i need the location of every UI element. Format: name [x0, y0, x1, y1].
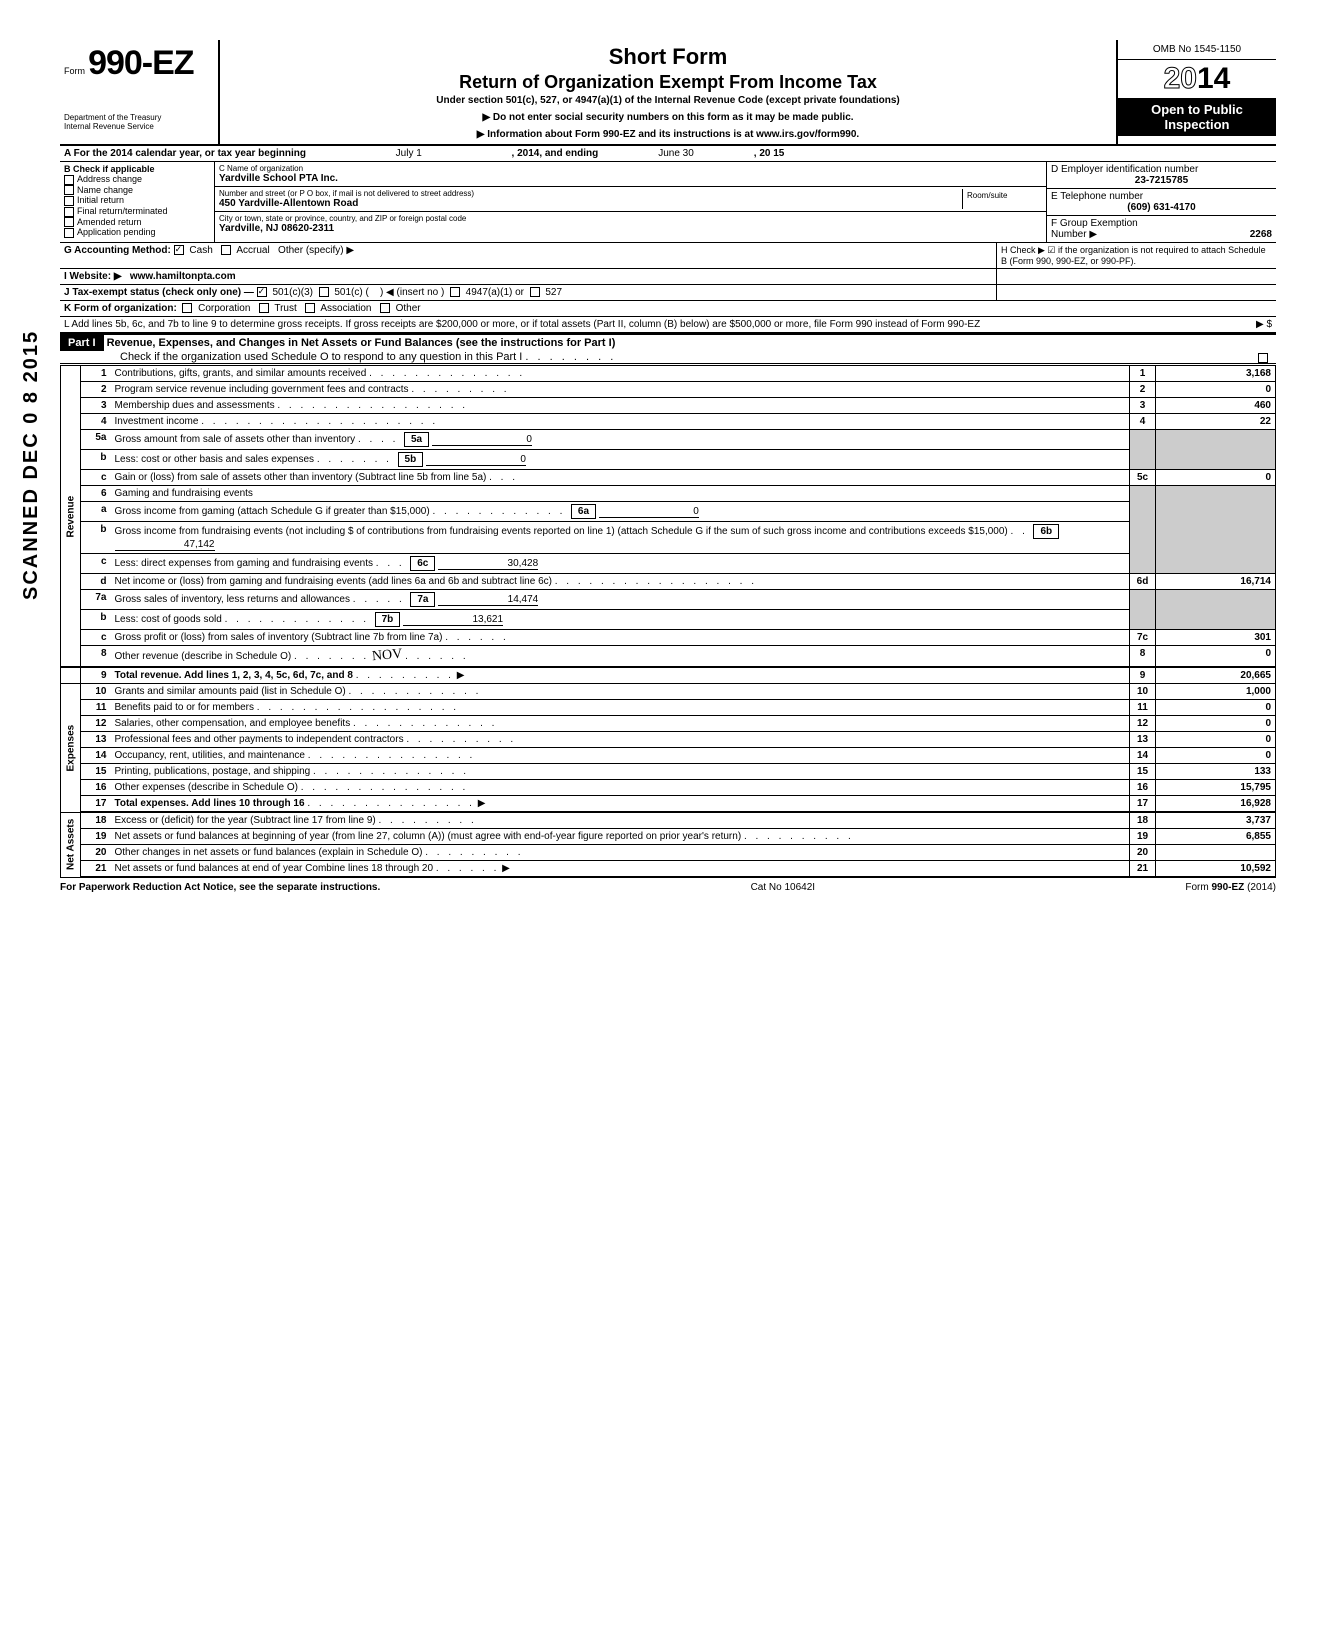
- chk-trust[interactable]: [259, 303, 269, 313]
- arrow-2: ▶ Information about Form 990-EZ and its …: [228, 129, 1108, 140]
- group-exemption: 2268: [1250, 229, 1272, 240]
- chk-name-change[interactable]: Name change: [77, 185, 133, 195]
- title-short-form: Short Form: [228, 44, 1108, 70]
- part-1-header: Part I Revenue, Expenses, and Changes in…: [60, 333, 1276, 364]
- vert-expenses: Expenses: [61, 684, 81, 813]
- line-6a-val: 0: [599, 506, 699, 518]
- chk-final-return[interactable]: Final return/terminated: [77, 206, 168, 216]
- section-k: K Form of organization: Corporation Trus…: [60, 301, 1276, 317]
- section-l: L Add lines 5b, 6c, and 7b to line 9 to …: [60, 317, 1276, 333]
- section-h: H Check ▶ ☑ if the organization is not r…: [996, 243, 1276, 268]
- org-city: Yardville, NJ 08620-2311: [219, 223, 334, 234]
- chk-association[interactable]: [305, 303, 315, 313]
- tax-year: 20201414: [1118, 60, 1276, 98]
- chk-initial-return[interactable]: Initial return: [77, 195, 124, 205]
- org-name: Yardville School PTA Inc.: [219, 173, 338, 184]
- vert-net-assets: Net Assets: [61, 812, 81, 877]
- org-address: 450 Yardville-Allentown Road: [219, 198, 358, 209]
- line-7c-val: 301: [1156, 630, 1276, 646]
- ein: 23-7215785: [1051, 175, 1272, 186]
- chk-accrual[interactable]: [221, 245, 231, 255]
- line-12-val: 0: [1156, 716, 1276, 732]
- arrow-1: ▶ Do not enter social security numbers o…: [228, 112, 1108, 123]
- stamp-nov: NOV: [371, 647, 403, 666]
- line-9-val: 20,665: [1156, 667, 1276, 684]
- chk-4947[interactable]: [450, 287, 460, 297]
- footer-left: For Paperwork Reduction Act Notice, see …: [60, 882, 380, 893]
- vert-revenue: Revenue: [61, 366, 81, 668]
- chk-corporation[interactable]: [182, 303, 192, 313]
- line-2-val: 0: [1156, 382, 1276, 398]
- line-6b-val: 47,142: [115, 539, 215, 551]
- footer-mid: Cat No 10642I: [751, 882, 816, 893]
- subtitle: Under section 501(c), 527, or 4947(a)(1)…: [228, 95, 1108, 106]
- line-21-val: 10,592: [1156, 861, 1276, 878]
- chk-527[interactable]: [530, 287, 540, 297]
- room-suite: Room/suite: [962, 189, 1042, 209]
- line-7b-val: 13,621: [403, 614, 503, 626]
- line-15-val: 133: [1156, 764, 1276, 780]
- footer-right: Form 990-EZ (2014): [1185, 882, 1276, 893]
- line-8-val: 0: [1156, 646, 1276, 668]
- chk-schedule-o[interactable]: [1258, 353, 1268, 363]
- open-to-public: Open to Public Inspection: [1118, 98, 1276, 136]
- chk-application-pending[interactable]: Application pending: [77, 227, 156, 237]
- dept-line: Department of the Treasury Internal Reve…: [64, 83, 224, 131]
- chk-other[interactable]: [380, 303, 390, 313]
- line-16-val: 15,795: [1156, 780, 1276, 796]
- title-return: Return of Organization Exempt From Incom…: [228, 72, 1108, 93]
- telephone: (609) 631-4170: [1051, 202, 1272, 213]
- form-prefix: Form: [64, 66, 85, 76]
- line-17-val: 16,928: [1156, 796, 1276, 813]
- line-11-val: 0: [1156, 700, 1276, 716]
- section-gh: G Accounting Method: Cash Accrual Other …: [60, 243, 1276, 269]
- form-header: Form 990-EZ Department of the Treasury I…: [60, 40, 1276, 146]
- chk-amended-return[interactable]: Amended return: [77, 217, 142, 227]
- website: www.hamiltonpta.com: [130, 271, 236, 282]
- line-19-val: 6,855: [1156, 829, 1276, 845]
- line-10-val: 1,000: [1156, 684, 1276, 700]
- chk-501c[interactable]: [319, 287, 329, 297]
- chk-501c3[interactable]: [257, 287, 267, 297]
- section-a: A For the 2014 calendar year, or tax yea…: [60, 146, 1276, 162]
- line-6d-val: 16,714: [1156, 574, 1276, 590]
- chk-address-change[interactable]: Address change: [77, 174, 142, 184]
- line-20-val: [1156, 845, 1276, 861]
- line-13-val: 0: [1156, 732, 1276, 748]
- scanned-stamp: SCANNED DEC 0 8 2015: [20, 330, 43, 600]
- chk-cash[interactable]: [174, 245, 184, 255]
- section-b-header: B Check if applicable: [64, 164, 155, 174]
- line-7a-val: 14,474: [438, 594, 538, 606]
- section-bcdef: B Check if applicable Address change Nam…: [60, 162, 1276, 243]
- line-3-val: 460: [1156, 398, 1276, 414]
- line-5a-val: 0: [432, 434, 532, 446]
- line-6c-val: 30,428: [438, 558, 538, 570]
- line-4-val: 22: [1156, 414, 1276, 430]
- section-j: J Tax-exempt status (check only one) — 5…: [60, 285, 1276, 301]
- section-i: I Website: ▶ www.hamiltonpta.com: [60, 269, 1276, 285]
- line-5c-val: 0: [1156, 470, 1276, 486]
- form-number: 990-EZ: [88, 44, 194, 82]
- line-5b-val: 0: [426, 454, 526, 466]
- page-footer: For Paperwork Reduction Act Notice, see …: [60, 878, 1276, 893]
- line-14-val: 0: [1156, 748, 1276, 764]
- omb-number: OMB No 1545-1150: [1118, 40, 1276, 60]
- line-18-val: 3,737: [1156, 812, 1276, 829]
- financial-table: Revenue 1Contributions, gifts, grants, a…: [60, 365, 1276, 878]
- line-1-val: 3,168: [1156, 366, 1276, 382]
